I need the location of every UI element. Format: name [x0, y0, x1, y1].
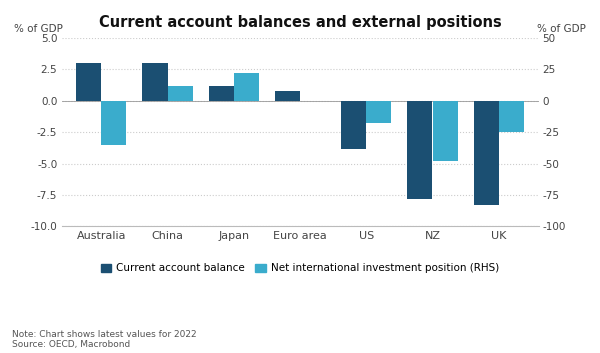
- Title: Current account balances and external positions: Current account balances and external po…: [98, 15, 502, 30]
- Bar: [275, 91, 300, 101]
- Bar: [142, 63, 167, 101]
- Bar: [76, 63, 101, 101]
- Bar: [473, 101, 499, 205]
- Legend: Current account balance, Net international investment position (RHS): Current account balance, Net internation…: [97, 259, 503, 277]
- Bar: [234, 73, 259, 101]
- Bar: [209, 86, 234, 101]
- Bar: [366, 101, 391, 124]
- Text: % of GDP: % of GDP: [538, 24, 586, 34]
- Bar: [167, 86, 193, 101]
- Bar: [433, 101, 458, 161]
- Text: % of GDP: % of GDP: [14, 24, 62, 34]
- Bar: [341, 101, 366, 149]
- Text: Note: Chart shows latest values for 2022
Source: OECD, Macrobond: Note: Chart shows latest values for 2022…: [12, 330, 197, 349]
- Bar: [101, 101, 127, 145]
- Bar: [407, 101, 433, 199]
- Bar: [499, 101, 524, 132]
